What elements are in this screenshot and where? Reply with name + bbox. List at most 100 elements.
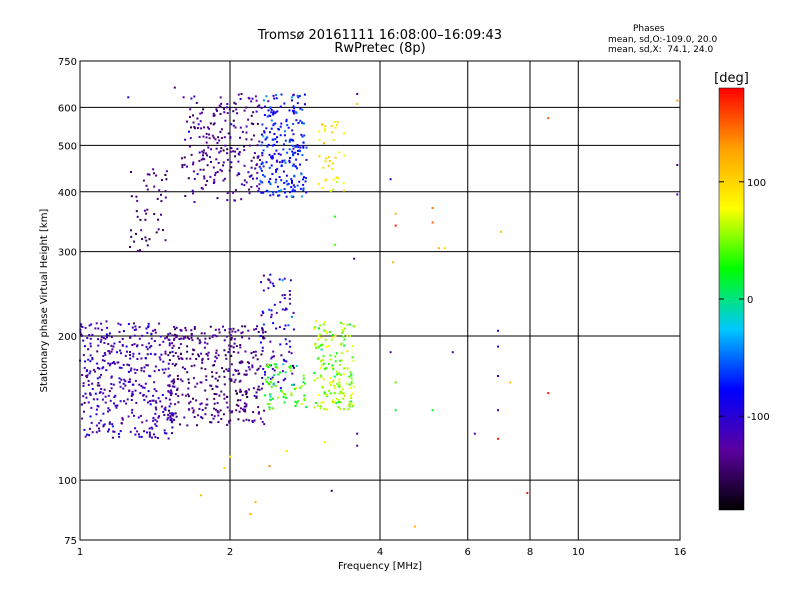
echo-point <box>177 401 180 404</box>
echo-point <box>160 405 163 408</box>
echo-point <box>285 180 288 183</box>
echo-point <box>259 159 261 161</box>
echo-point <box>292 105 295 108</box>
echo-point <box>230 336 233 339</box>
echo-point <box>205 136 208 139</box>
echo-point <box>322 359 325 362</box>
echo-point <box>89 360 92 363</box>
echo-point <box>102 366 105 369</box>
echo-point <box>157 397 160 400</box>
echo-point <box>229 150 232 153</box>
echo-point <box>279 301 282 304</box>
echo-point <box>291 180 293 182</box>
echo-point <box>153 172 155 175</box>
echo-point <box>213 178 216 181</box>
echo-point <box>149 375 152 378</box>
echo-point <box>431 409 434 412</box>
echo-point <box>262 99 265 102</box>
echo-point <box>164 196 167 199</box>
echo-point <box>266 115 269 118</box>
echo-point <box>108 350 111 353</box>
echo-point <box>112 345 115 348</box>
echo-point <box>113 402 115 405</box>
echo-point <box>232 346 235 349</box>
echo-point <box>83 345 86 348</box>
echo-point <box>166 418 169 421</box>
echo-point <box>167 437 170 440</box>
echo-point <box>184 138 187 141</box>
echo-point <box>292 364 294 367</box>
echo-point <box>266 145 269 148</box>
echo-point <box>263 337 266 340</box>
echo-point <box>215 357 218 360</box>
echo-point <box>443 247 446 250</box>
echo-point <box>256 171 259 174</box>
echo-point <box>152 329 155 332</box>
echo-point <box>217 421 220 423</box>
echo-point <box>325 178 328 181</box>
echo-point <box>283 134 286 137</box>
echo-point <box>172 354 175 357</box>
echo-point <box>336 121 339 124</box>
echo-point <box>151 436 153 439</box>
echo-point <box>304 180 307 183</box>
echo-point <box>124 380 127 383</box>
echo-point <box>273 363 276 366</box>
y-tick-label: 600 <box>58 103 77 114</box>
echo-point <box>223 329 226 332</box>
echo-point <box>292 123 295 125</box>
echo-point <box>279 371 281 374</box>
echo-point <box>122 382 125 385</box>
echo-point <box>100 336 103 338</box>
echo-point <box>155 408 158 411</box>
echo-point <box>339 343 342 346</box>
echo-point <box>128 364 131 367</box>
echo-point <box>284 161 287 164</box>
echo-point <box>112 430 115 433</box>
echo-point <box>220 418 223 420</box>
echo-point <box>162 340 165 343</box>
echo-point <box>138 383 141 386</box>
echo-point <box>255 328 258 330</box>
echo-point <box>302 122 305 125</box>
echo-point <box>153 213 156 215</box>
echo-point <box>342 397 345 400</box>
echo-point <box>119 323 122 326</box>
echo-point <box>257 385 260 388</box>
echo-point <box>281 370 284 373</box>
echo-point <box>219 168 222 171</box>
echo-point <box>108 364 111 367</box>
echo-point <box>216 171 219 173</box>
echo-point <box>244 325 247 328</box>
echo-point <box>149 433 151 436</box>
echo-point <box>204 407 207 410</box>
echo-point <box>105 369 108 372</box>
echo-point <box>91 358 94 361</box>
echo-point <box>293 107 296 109</box>
echo-point <box>326 408 329 411</box>
echo-point <box>211 388 214 390</box>
echo-point <box>118 377 121 380</box>
echo-point <box>271 154 274 157</box>
echo-point <box>258 411 260 414</box>
echo-point <box>180 337 183 340</box>
echo-point <box>173 325 176 328</box>
echo-point <box>223 467 226 469</box>
echo-point <box>342 132 345 135</box>
echo-point <box>292 139 295 142</box>
echo-point <box>265 127 268 130</box>
echo-point <box>154 331 157 334</box>
echo-point <box>94 370 97 373</box>
echo-point <box>295 145 298 148</box>
echo-point <box>168 398 171 401</box>
echo-point <box>194 385 197 388</box>
echo-point <box>206 403 209 406</box>
echo-point <box>91 388 94 390</box>
echo-point <box>189 116 191 118</box>
y-tick-label: 750 <box>58 57 77 68</box>
echo-point <box>327 164 330 167</box>
echo-point <box>290 186 293 189</box>
echo-point <box>205 375 208 378</box>
echo-point <box>270 111 273 114</box>
echo-point <box>134 433 137 436</box>
